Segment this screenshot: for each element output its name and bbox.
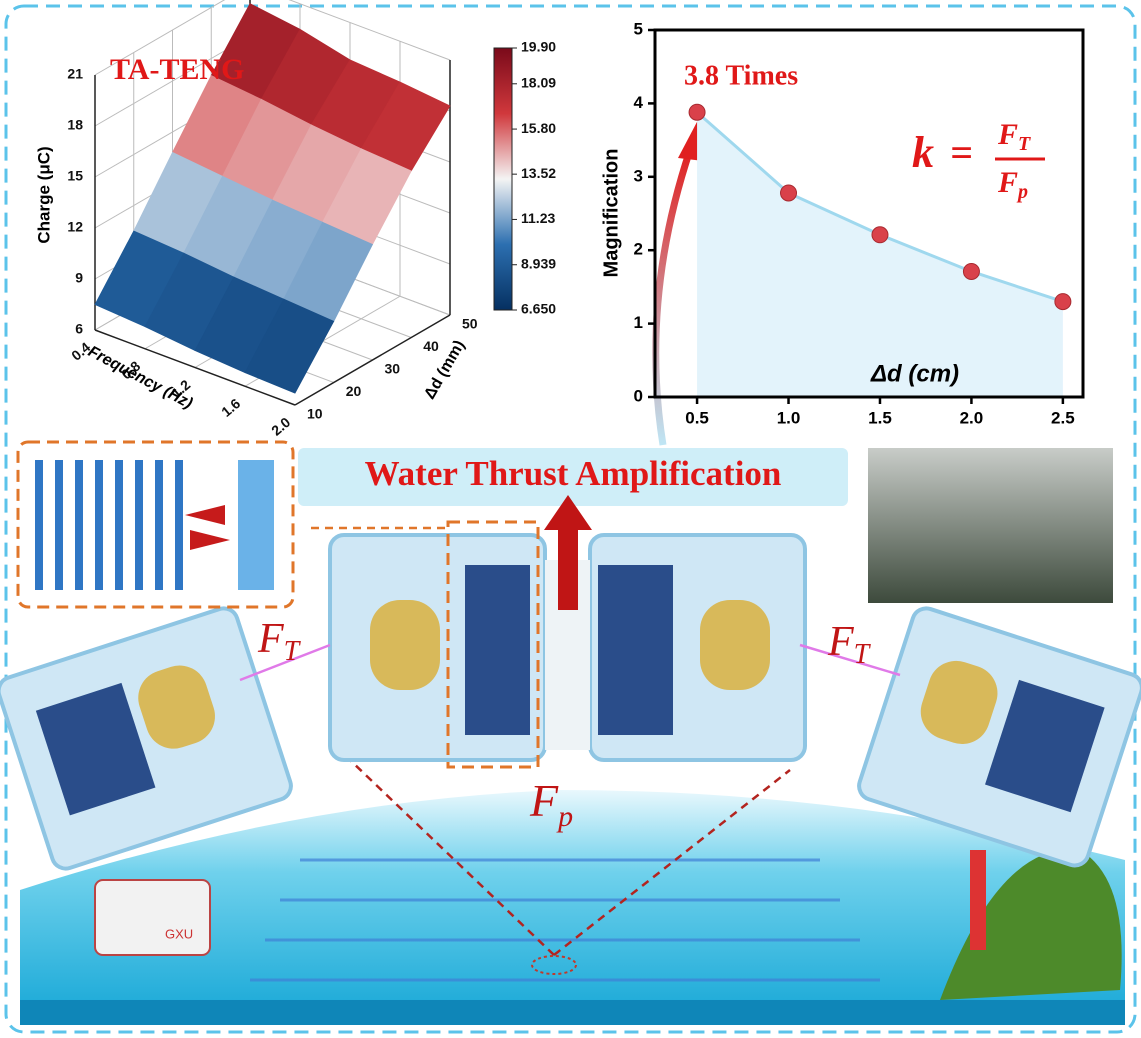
force-sub: T [854,639,872,670]
axis-line [294,314,451,406]
y-tick-label: 20 [346,383,362,399]
y-tick-label: 2 [634,240,643,259]
colorbar-label: 18.09 [521,74,556,90]
point [962,262,980,280]
point [871,226,889,244]
formula-lhs: k [912,128,934,177]
point [780,184,798,202]
force-label: FT [827,619,872,671]
scatter-chart: 0 1 2 3 4 5 0.5 1.0 1.5 2.0 2.5 Magnification Δd (cm… [600,19,1085,427]
colorbar-label: 6.650 [521,301,556,317]
formula-eq: = [950,130,973,175]
x-axis-label: Frequency (Hz) [85,343,195,412]
force-label: FT [257,616,302,668]
plot-frame [653,28,1085,399]
marker [531,955,577,975]
colorbar-label: 11.23 [521,210,555,226]
link-arrow [652,148,694,446]
y-tick-label: 0 [634,386,643,405]
z-tick-label: 21 [67,66,83,82]
formula-sub: p [1016,181,1028,203]
sea [20,790,1125,1025]
formula-den: Fp [997,166,1028,203]
chart-title: TA-TENG [110,53,244,86]
x-tick-label: 1.5 [868,408,892,427]
point [1054,293,1072,311]
force-sub: p [556,800,573,833]
x-tick-label: 2.0 [960,408,984,427]
z-tick-label: 6 [75,321,83,337]
x-tick-label: 2.0 [268,414,293,439]
hex-network [250,858,880,982]
force-sub: T [284,636,302,667]
ship-label: GXU [165,926,193,941]
force-main: F [257,616,284,662]
z-tick-label: 15 [67,168,83,184]
pointer-lines [349,759,791,956]
surface-cell [244,298,335,394]
inset-plates [35,460,274,590]
x-tick-label: 1.6 [218,395,243,420]
y-tick-label: 10 [307,406,323,422]
formula-num: FT [997,118,1031,155]
ship [94,879,211,956]
y-tick-label: 5 [634,19,643,38]
illustration: GXU Water Thrust Amplification FT FT Fp [0,120,1141,1025]
lighthouse [970,850,986,950]
force-label: Fp [529,775,573,833]
frame [4,4,1137,1034]
y-tick-label: 50 [462,316,478,332]
up-arrow [544,495,592,610]
colorbar-label: 8.939 [521,255,556,271]
area [697,112,1063,397]
zoom-inset [16,440,295,609]
formula-main: F [997,118,1018,151]
y-axis-label: Magnification [600,149,622,278]
photo [868,448,1113,603]
force-main: F [827,619,854,665]
z-tick-label: 9 [75,270,83,286]
z-tick-label: 18 [67,117,83,133]
z-tick-label: 12 [67,219,83,235]
y-tick-label: 30 [385,361,401,377]
zoom-box [446,520,540,769]
x-axis-label: Δd (cm) [870,360,959,387]
y-tick-label: 40 [423,338,439,354]
formula-sub: T [1018,133,1031,155]
point [688,103,706,121]
colorbar-label: 15.80 [521,120,556,136]
z-axis-label: Charge (μC) [34,146,53,243]
x-tick-label: 1.0 [777,408,801,427]
force-main: F [529,775,559,826]
colorbar-label: 13.52 [521,165,556,181]
x-tick-label: 2.5 [1051,408,1075,427]
devices [0,533,1141,871]
y-tick-label: 4 [634,93,644,112]
y-tick-label: 3 [634,166,643,185]
y-tick-label: 1 [634,313,643,332]
banner: Water Thrust Amplification [365,454,782,493]
colorbar [493,47,513,311]
x-tick-label: 0.5 [685,408,709,427]
banner-box [298,448,848,506]
annotation: 3.8 Times [684,60,798,91]
formula-main: F [997,166,1018,199]
sea-edge [20,1000,1125,1025]
axis-line [94,329,296,406]
colorbar-label: 19.90 [521,39,556,55]
surface-chart: 69121518210.40.81.21.62.0102030405019.90… [34,0,556,439]
island [940,849,1122,1000]
